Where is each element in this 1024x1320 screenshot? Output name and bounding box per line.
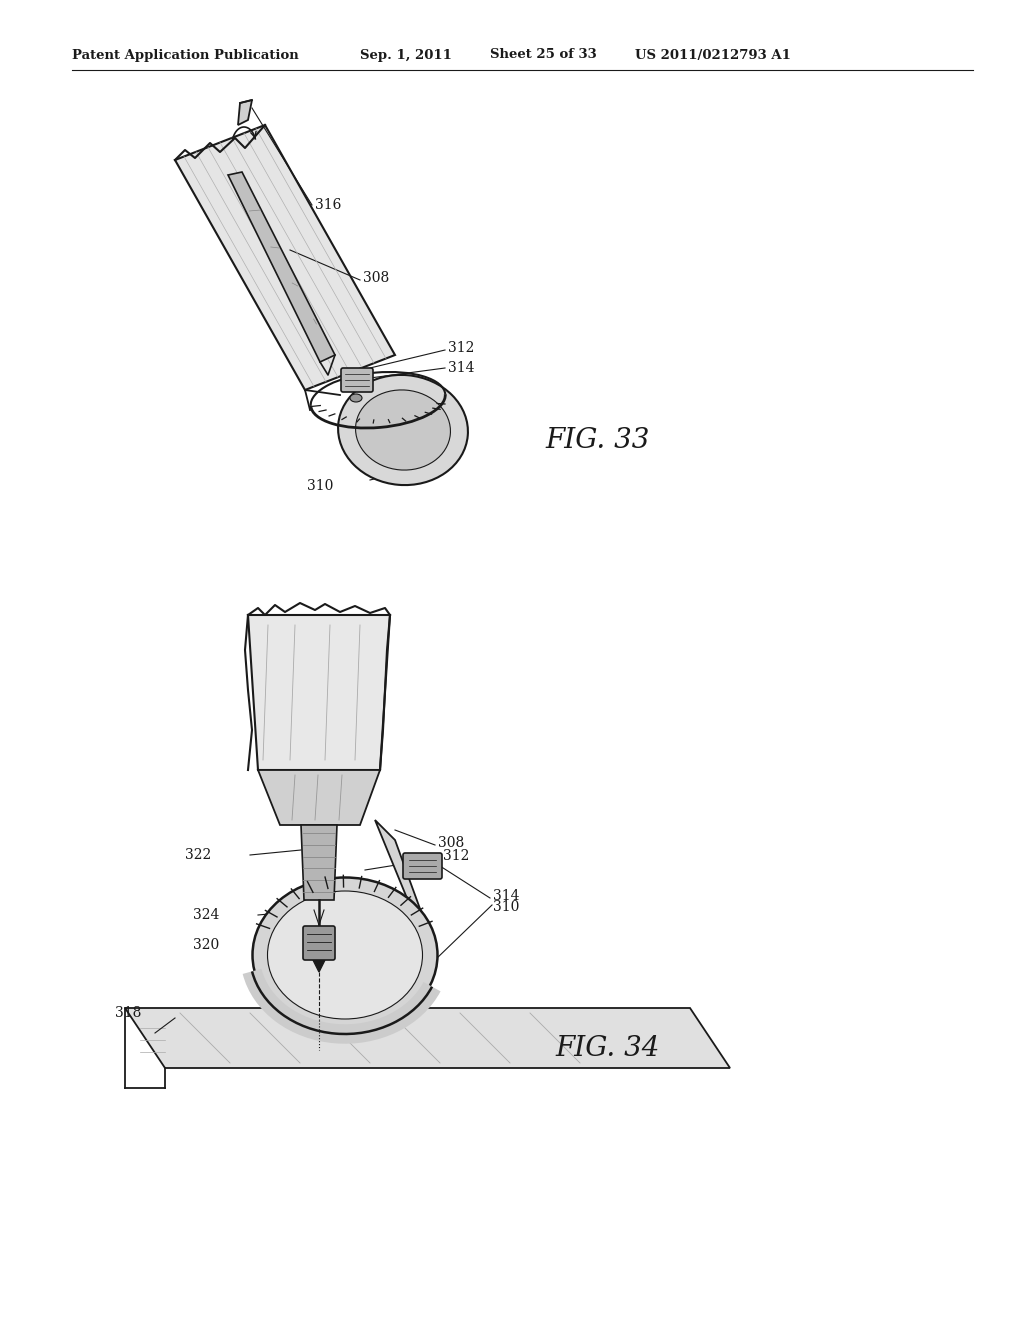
Text: FIG. 34: FIG. 34 xyxy=(555,1035,659,1061)
Polygon shape xyxy=(248,615,390,770)
Text: 320: 320 xyxy=(193,939,219,952)
Text: US 2011/0212793 A1: US 2011/0212793 A1 xyxy=(635,49,791,62)
Ellipse shape xyxy=(350,393,362,403)
FancyBboxPatch shape xyxy=(303,927,335,960)
Text: 314: 314 xyxy=(493,888,519,903)
Ellipse shape xyxy=(253,878,437,1032)
Text: 310: 310 xyxy=(307,479,333,492)
Text: 322: 322 xyxy=(185,847,211,862)
Polygon shape xyxy=(313,960,325,972)
Ellipse shape xyxy=(267,891,423,1019)
Ellipse shape xyxy=(338,375,468,484)
Text: 324: 324 xyxy=(193,908,219,921)
FancyBboxPatch shape xyxy=(341,368,373,392)
Ellipse shape xyxy=(355,389,451,470)
Polygon shape xyxy=(228,172,335,362)
FancyBboxPatch shape xyxy=(403,853,442,879)
Text: Sheet 25 of 33: Sheet 25 of 33 xyxy=(490,49,597,62)
Polygon shape xyxy=(125,1008,730,1068)
Polygon shape xyxy=(301,825,337,900)
Polygon shape xyxy=(375,820,435,950)
Text: 316: 316 xyxy=(315,198,341,213)
Polygon shape xyxy=(258,770,380,825)
Polygon shape xyxy=(175,125,395,389)
Text: 312: 312 xyxy=(443,849,469,863)
Text: 312: 312 xyxy=(449,341,474,355)
Text: 314: 314 xyxy=(449,360,474,375)
Text: 318: 318 xyxy=(115,1006,141,1020)
Text: Patent Application Publication: Patent Application Publication xyxy=(72,49,299,62)
Text: FIG. 33: FIG. 33 xyxy=(545,426,649,454)
Text: 308: 308 xyxy=(438,836,464,850)
Text: Sep. 1, 2011: Sep. 1, 2011 xyxy=(360,49,452,62)
Polygon shape xyxy=(238,100,252,125)
Text: 308: 308 xyxy=(362,271,389,285)
Text: 310: 310 xyxy=(493,900,519,913)
